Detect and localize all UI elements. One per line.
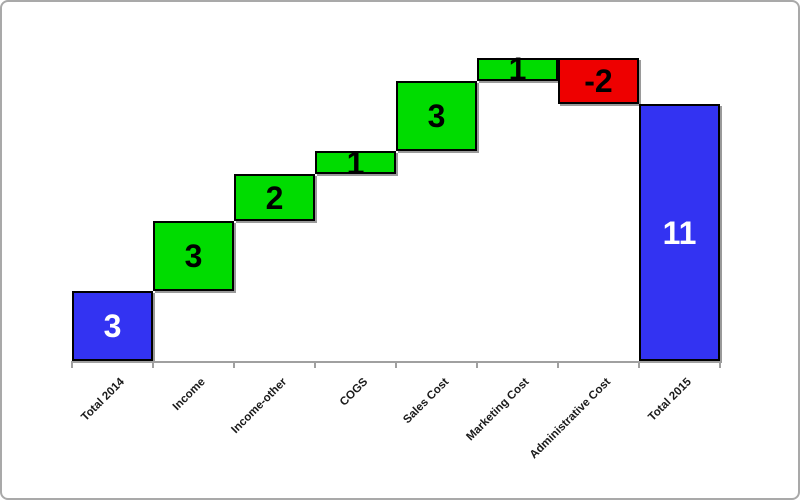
waterfall-bar-sales-cost: 3 [396,81,477,151]
waterfall-bar-administrative-cost: -2 [558,57,639,105]
x-axis-label-total-2015: Total 2015 [646,376,694,424]
axis-tick [233,361,235,368]
waterfall-bar-income: 3 [153,221,234,291]
axis-tick [152,361,154,368]
axis-tick [395,361,397,368]
x-axis-label-marketing-cost: Marketing Cost [464,376,532,444]
axis-tick [314,361,316,368]
x-axis-label-sales-cost: Sales Cost [400,376,451,427]
axis-tick [719,361,721,368]
x-axis-label-administrative-cost: Administrative Cost [527,376,613,462]
x-axis-label-income: Income [171,376,208,413]
waterfall-bar-cogs: 1 [315,147,396,179]
waterfall-bar-marketing-cost: 1 [477,53,558,85]
x-axis-label-income-other: Income-other [228,376,289,436]
waterfall-bar-total-2015: 11 [639,104,720,361]
axis-tick [638,361,640,368]
waterfall-bar-total-2014: 3 [72,291,153,361]
axis-tick [71,361,73,368]
waterfall-bar-income-other: 2 [234,174,315,221]
x-axis-label-cogs: COGS [337,376,370,409]
x-axis-label-total-2014: Total 2014 [79,376,127,424]
axis-tick [476,361,478,368]
axis-tick [557,361,559,368]
